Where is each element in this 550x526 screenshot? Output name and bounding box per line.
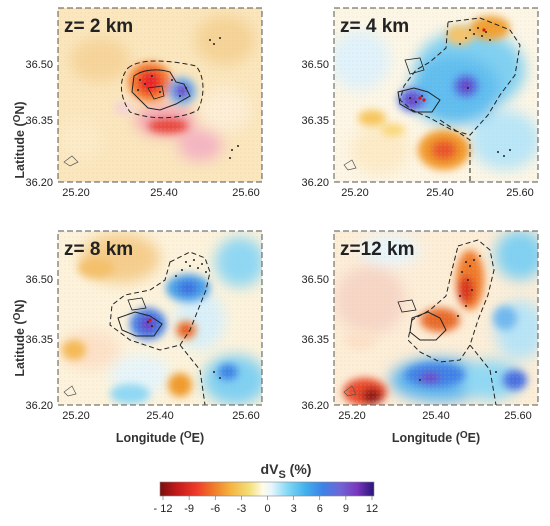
x-tick: 25.20 <box>62 187 90 199</box>
panel-z4-label: z= 4 km <box>340 16 409 37</box>
y-axis-label-bottom: Latitude (ON) <box>12 299 27 376</box>
y-tick: 36.50 <box>301 274 329 286</box>
colorbar-tick-label: - 12 <box>154 503 173 515</box>
colorbar-tick-label: -3 <box>236 503 246 515</box>
x-tick: 25.40 <box>150 187 178 199</box>
x-tick: 25.20 <box>341 187 369 199</box>
x-tick: 25.20 <box>338 410 366 422</box>
panel-z12: z=12 km <box>333 230 539 406</box>
colorbar-tick-label: -6 <box>210 503 220 515</box>
x-axis-label-left: Longitude (OE) <box>116 430 204 445</box>
x-tick: 25.60 <box>504 410 532 422</box>
x-ticks-panel-2: 25.20 25.40 25.60 <box>341 187 534 199</box>
y-ticks-panel-1: 36.50 36.35 36.20 <box>25 59 53 189</box>
panel-z12-label: z=12 km <box>340 239 414 260</box>
y-ticks-panel-4: 36.50 36.35 36.20 <box>301 274 329 412</box>
x-tick: 25.40 <box>146 410 174 422</box>
x-ticks-panel-4: 25.20 25.40 25.60 <box>338 410 532 422</box>
y-tick: 36.50 <box>301 59 329 71</box>
y-tick: 36.35 <box>25 334 53 346</box>
y-tick: 36.50 <box>25 59 53 71</box>
x-tick: 25.40 <box>422 410 450 422</box>
x-tick: 25.60 <box>232 187 260 199</box>
x-axis-label-right: Longitude (OE) <box>392 430 480 445</box>
y-tick: 36.20 <box>301 400 329 412</box>
panel-z8: z= 8 km <box>57 230 263 406</box>
y-ticks-panel-2: 36.50 36.35 36.20 <box>301 59 329 189</box>
panel-z8-label: z= 8 km <box>64 239 133 260</box>
y-tick: 36.20 <box>25 400 53 412</box>
x-tick: 25.40 <box>426 187 454 199</box>
colorbar-tick-label: 6 <box>317 503 323 515</box>
panel-z2: z= 2 km <box>57 7 263 183</box>
x-tick: 25.60 <box>232 410 260 422</box>
y-tick: 36.35 <box>301 115 329 127</box>
y-tick: 36.50 <box>25 274 53 286</box>
colorbar-title: dVS (%) <box>261 461 312 481</box>
colorbar: dVS (%) - 12 -9 -6 -3 0 3 6 9 12 <box>154 461 379 515</box>
x-ticks-panel-1: 25.20 25.40 25.60 <box>62 187 260 199</box>
colorbar-tick-label: 12 <box>366 503 378 515</box>
y-axis-label-top: Latitude (ON) <box>12 101 27 178</box>
panel-z4: z= 4 km <box>333 7 539 183</box>
colorbar-tick-label: 9 <box>343 503 349 515</box>
y-tick: 36.20 <box>25 177 53 189</box>
colorbar-tick-label: -9 <box>184 503 194 515</box>
colorbar-tick-label: 3 <box>291 503 297 515</box>
y-tick: 36.20 <box>301 177 329 189</box>
x-ticks-panel-3: 25.20 25.40 25.60 <box>62 410 260 422</box>
y-ticks-panel-3: 36.50 36.35 36.20 <box>25 274 53 412</box>
y-tick: 36.35 <box>301 334 329 346</box>
y-tick: 36.35 <box>25 115 53 127</box>
x-tick: 25.60 <box>506 187 534 199</box>
colorbar-gradient <box>159 481 375 497</box>
colorbar-tick-label: 0 <box>264 503 270 515</box>
panel-z2-label: z= 2 km <box>64 16 133 37</box>
x-tick: 25.20 <box>62 410 90 422</box>
